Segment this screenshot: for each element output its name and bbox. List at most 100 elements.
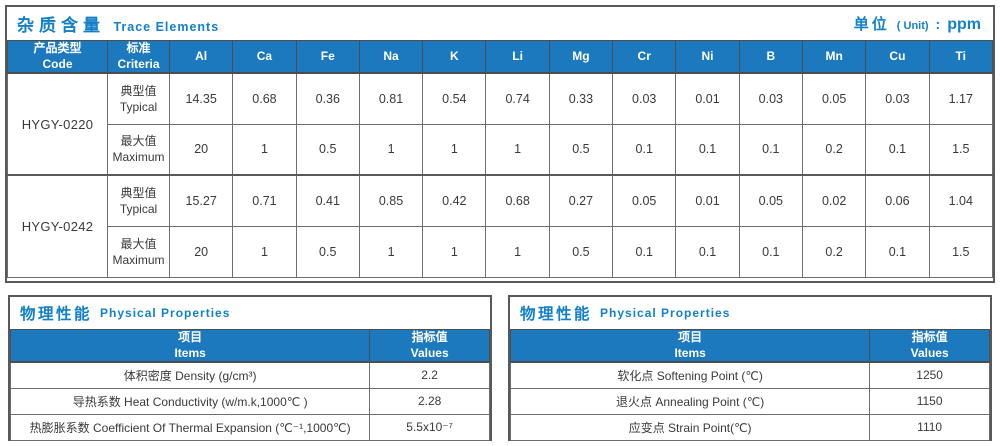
header-criteria-en: Criteria: [117, 56, 160, 71]
value-cell: 1250: [869, 361, 990, 389]
value-cell: 0.01: [675, 174, 740, 227]
header-element: Na: [358, 40, 424, 75]
value-cell: 20: [168, 123, 234, 176]
physical-row: 应变点 Strain Point(℃) 1110: [509, 413, 990, 441]
value-cell: 1: [422, 123, 487, 176]
value-cell: 0.74: [485, 72, 550, 125]
physical-row: 软化点 Softening Point (℃) 1250: [509, 361, 990, 389]
physical-title-zh: 物理性能: [20, 306, 93, 323]
value-cell: 0.54: [422, 72, 487, 125]
header-element: Ca: [232, 40, 297, 75]
header-values-en: Values: [410, 345, 449, 360]
trace-elements-table: 产品类型 Code 标准 Criteria Al Ca Fe Na K Li M…: [7, 40, 994, 278]
value-cell: 0.1: [612, 225, 677, 278]
trace-title-en: Trace Elements: [113, 20, 220, 34]
criteria-zh: 典型值: [120, 83, 157, 98]
value-cell: 0.85: [358, 174, 424, 227]
value-cell: 2.2: [369, 361, 490, 389]
unit-label: 单位 ( Unit) : ppm: [854, 13, 981, 34]
item-cell: 体积密度 Density (g/cm³): [9, 361, 371, 389]
physical-title-bar: 物理性能 Physical Properties: [510, 297, 990, 329]
value-cell: 0.5: [548, 123, 614, 176]
criteria-cell: 最大值 Maximum: [107, 123, 170, 176]
value-cell: 0.2: [801, 225, 867, 278]
criteria-en: Typical: [119, 201, 158, 216]
trace-row-0242-typical: HYGY-0242 典型值 Typical 15.27 0.71 0.41 0.…: [7, 174, 994, 278]
value-cell: 0.81: [358, 72, 424, 125]
unit-value: ppm: [947, 16, 981, 33]
value-cell: 14.35: [168, 72, 234, 125]
value-cell: 0.2: [801, 123, 867, 176]
value-cell: 0.1: [675, 123, 740, 176]
header-element: Cu: [865, 40, 930, 75]
trace-row-0220-maximum: 最大值 Maximum 20 1 0.5 1 1 1 0.5 0.1 0.1 0…: [8, 123, 994, 176]
header-element: Mn: [801, 40, 867, 75]
criteria-cell: 最大值 Maximum: [107, 225, 170, 278]
value-cell: 0.03: [738, 72, 803, 125]
header-values-zh: 指标值: [911, 330, 948, 344]
unit-colon: :: [935, 16, 941, 32]
trace-row-0220-typical: HYGY-0220 典型值 Typical 14.35 0.68 0.36 0.…: [7, 72, 994, 176]
value-cell: 15.27: [168, 174, 234, 227]
header-items: 项目 Items: [9, 329, 371, 364]
header-items-zh: 项目: [678, 330, 703, 344]
criteria-zh: 最大值: [120, 134, 157, 149]
header-items-en: Items: [674, 345, 706, 360]
header-element: Al: [168, 40, 234, 75]
physical-properties-panel-right: 物理性能 Physical Properties 项目 Items 指标值 Va…: [508, 295, 992, 441]
criteria-cell: 典型值 Typical: [107, 72, 170, 125]
value-cell: 0.5: [295, 225, 360, 278]
physical-row: 体积密度 Density (g/cm³) 2.2: [9, 361, 490, 389]
value-cell: 0.1: [738, 225, 803, 278]
value-cell: 0.1: [865, 225, 930, 278]
value-cell: 0.1: [738, 123, 803, 176]
value-cell: 0.05: [612, 174, 677, 227]
criteria-zh: 最大值: [120, 236, 157, 251]
value-cell: 0.03: [612, 72, 677, 125]
item-cell: 退火点 Annealing Point (℃): [509, 387, 871, 415]
trace-title-zh: 杂质含量: [17, 16, 105, 35]
header-code: 产品类型 Code: [7, 40, 108, 75]
header-items: 项目 Items: [509, 329, 871, 364]
value-cell: 0.05: [801, 72, 867, 125]
value-cell: 0.36: [295, 72, 360, 125]
value-cell: 5.5x10⁻⁷: [369, 413, 490, 441]
physical-row: 热膨胀系数 Coefficient Of Thermal Expansion (…: [9, 413, 490, 441]
value-cell: 1150: [869, 387, 990, 415]
value-cell: 1: [485, 123, 550, 176]
header-element: B: [738, 40, 803, 75]
item-cell: 应变点 Strain Point(℃): [509, 413, 871, 441]
value-cell: 0.02: [801, 174, 867, 227]
trace-header-row: 产品类型 Code 标准 Criteria Al Ca Fe Na K Li M…: [7, 40, 994, 75]
header-items-en: Items: [174, 345, 206, 360]
physical-properties-panel-left: 物理性能 Physical Properties 项目 Items 指标值 Va…: [8, 295, 492, 441]
criteria-zh: 典型值: [120, 185, 157, 200]
value-cell: 0.06: [865, 174, 930, 227]
value-cell: 1.5: [928, 225, 994, 278]
header-values-en: Values: [910, 345, 949, 360]
value-cell: 0.1: [612, 123, 677, 176]
value-cell: 0.5: [548, 225, 614, 278]
header-element: Cr: [612, 40, 677, 75]
physical-properties-table-right: 项目 Items 指标值 Values 软化点 Softening Point …: [509, 329, 990, 441]
physical-title-bar: 物理性能 Physical Properties: [10, 297, 490, 329]
header-values-zh: 指标值: [411, 330, 448, 344]
header-values: 指标值 Values: [369, 329, 490, 364]
value-cell: 1.17: [928, 72, 994, 125]
item-cell: 软化点 Softening Point (℃): [509, 361, 871, 389]
value-cell: 1: [232, 225, 297, 278]
value-cell: 0.01: [675, 72, 740, 125]
item-cell: 热膨胀系数 Coefficient Of Thermal Expansion (…: [9, 413, 371, 441]
value-cell: 1.04: [928, 174, 994, 227]
value-cell: 0.1: [865, 123, 930, 176]
trace-elements-panel: 杂质含量 Trace Elements 单位 ( Unit) : ppm 产品类…: [5, 5, 995, 283]
header-code-en: Code: [42, 56, 73, 71]
value-cell: 0.68: [485, 174, 550, 227]
physical-row: 退火点 Annealing Point (℃) 1150: [509, 387, 990, 415]
value-cell: 20: [168, 225, 234, 278]
trace-title-bar: 杂质含量 Trace Elements 单位 ( Unit) : ppm: [7, 7, 993, 40]
value-cell: 2.28: [369, 387, 490, 415]
value-cell: 0.1: [675, 225, 740, 278]
header-criteria: 标准 Criteria: [107, 40, 170, 75]
header-criteria-zh: 标准: [126, 41, 151, 55]
